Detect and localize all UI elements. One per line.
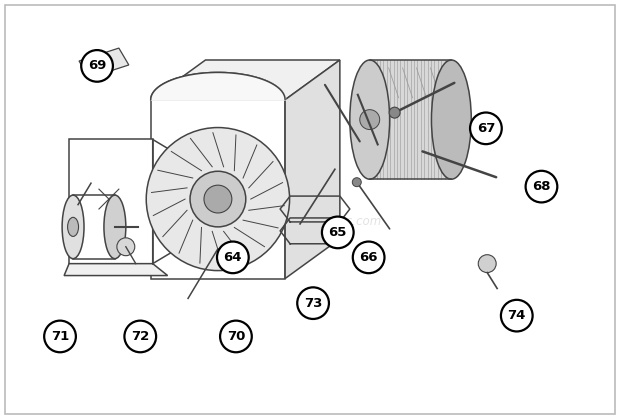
Circle shape	[117, 238, 135, 256]
Text: 65: 65	[329, 226, 347, 239]
Polygon shape	[151, 60, 340, 100]
Text: 68: 68	[532, 180, 551, 193]
Polygon shape	[64, 264, 167, 276]
Circle shape	[217, 241, 249, 273]
Polygon shape	[285, 60, 340, 279]
Text: 72: 72	[131, 330, 149, 343]
Circle shape	[146, 127, 290, 271]
Circle shape	[501, 300, 533, 331]
Text: 74: 74	[508, 309, 526, 322]
Circle shape	[81, 50, 113, 82]
Text: 67: 67	[477, 122, 495, 135]
Polygon shape	[151, 100, 285, 279]
Text: 73: 73	[304, 297, 322, 310]
Circle shape	[322, 217, 353, 248]
Polygon shape	[370, 60, 451, 179]
Text: 64: 64	[224, 251, 242, 264]
Circle shape	[526, 171, 557, 202]
Circle shape	[204, 185, 232, 213]
Text: 69: 69	[88, 59, 106, 72]
Circle shape	[360, 110, 379, 129]
Ellipse shape	[62, 195, 84, 259]
Circle shape	[220, 321, 252, 352]
Text: 70: 70	[227, 330, 245, 343]
Circle shape	[352, 178, 361, 186]
Ellipse shape	[432, 60, 471, 179]
Circle shape	[125, 321, 156, 352]
Circle shape	[470, 113, 502, 144]
Ellipse shape	[104, 195, 126, 259]
Ellipse shape	[350, 60, 389, 179]
Polygon shape	[69, 140, 153, 264]
Circle shape	[190, 171, 246, 227]
Ellipse shape	[68, 217, 79, 236]
Ellipse shape	[478, 255, 496, 273]
Text: eReplacementParts.com: eReplacementParts.com	[238, 215, 382, 228]
Circle shape	[297, 287, 329, 319]
Text: 71: 71	[51, 330, 69, 343]
Circle shape	[353, 241, 384, 273]
Text: 66: 66	[360, 251, 378, 264]
Circle shape	[44, 321, 76, 352]
Circle shape	[389, 107, 400, 118]
Polygon shape	[79, 48, 129, 78]
